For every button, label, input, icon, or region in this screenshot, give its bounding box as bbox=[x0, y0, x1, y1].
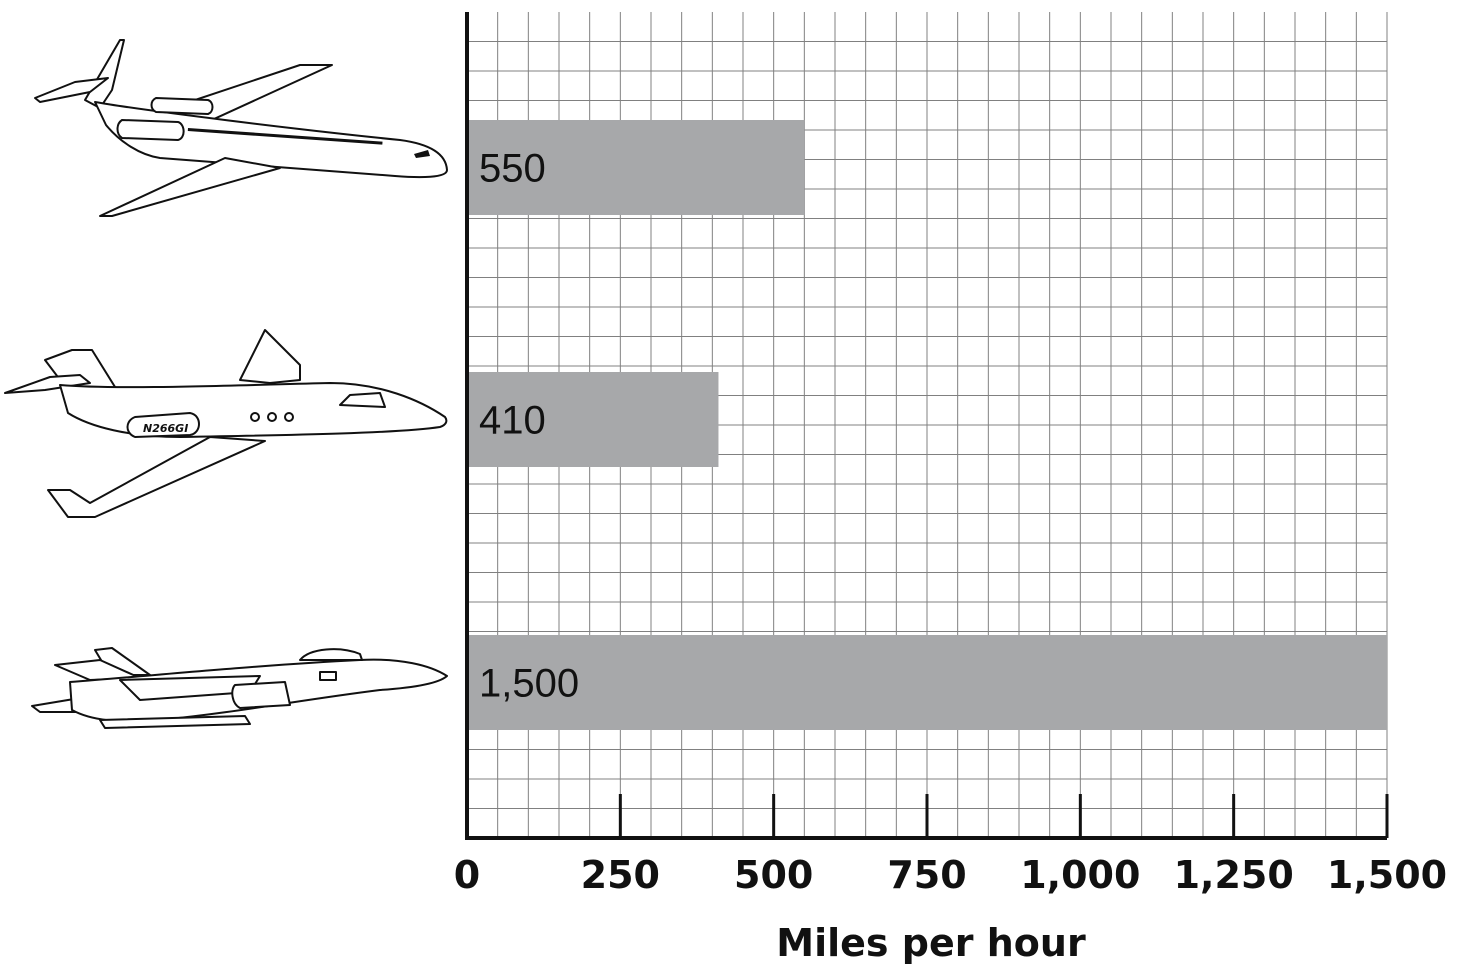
x-tick-label: 1,500 bbox=[1327, 853, 1447, 897]
x-tick-label: 500 bbox=[734, 853, 813, 897]
x-tick-label: 1,000 bbox=[1020, 853, 1140, 897]
registration-text: N266GI bbox=[143, 422, 188, 435]
business-jet-icon: N266GI bbox=[0, 325, 465, 525]
x-tick-label: 0 bbox=[454, 853, 480, 897]
bar-value-label: 550 bbox=[479, 147, 546, 191]
x-tick-label: 1,250 bbox=[1174, 853, 1294, 897]
x-axis-title: Miles per hour bbox=[776, 921, 1086, 965]
bar-value-label: 1,500 bbox=[479, 662, 579, 706]
category-icons: N266GI bbox=[0, 0, 465, 966]
bar-fighter-jet bbox=[467, 635, 1387, 730]
fighter-jet-icon bbox=[0, 620, 465, 750]
bar-value-label: 410 bbox=[479, 399, 546, 443]
bar-airliner bbox=[467, 120, 805, 215]
airliner-icon bbox=[0, 30, 465, 230]
bar-business-jet bbox=[467, 372, 719, 467]
x-tick-label: 250 bbox=[581, 853, 660, 897]
x-tick-label: 750 bbox=[887, 853, 966, 897]
